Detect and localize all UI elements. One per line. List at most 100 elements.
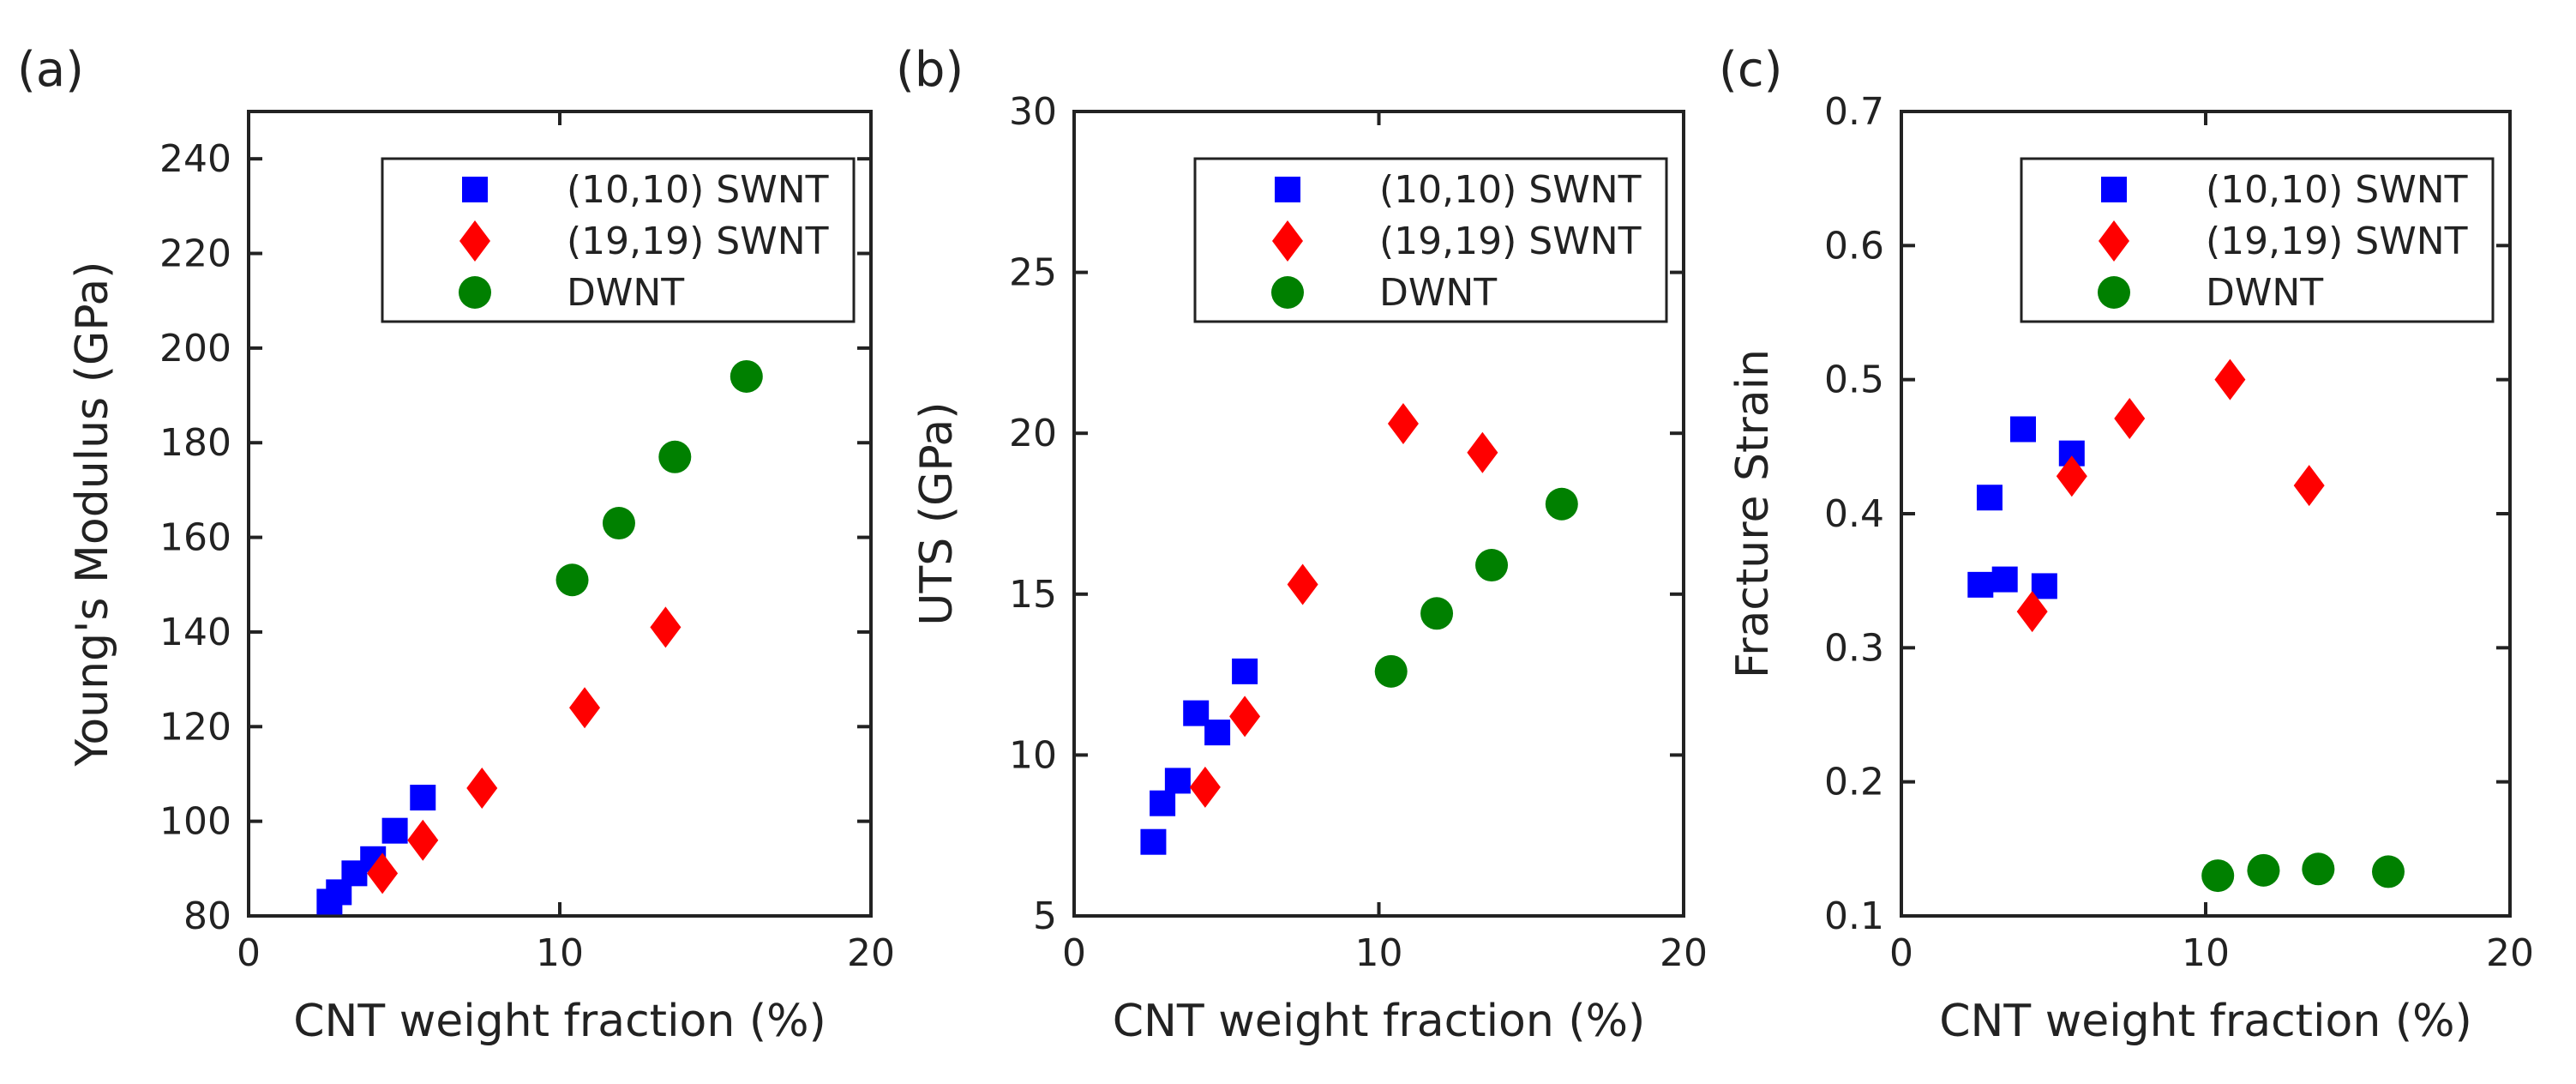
data-point: [367, 852, 399, 894]
y-tick-label: 100: [159, 800, 231, 844]
series-circle: [1374, 487, 1578, 688]
data-point: [2056, 455, 2087, 497]
panel-b: (b) 0 10 20 5 10 15 20 25 30 CNT weight fraction (…: [896, 42, 1708, 1047]
data-point: [1204, 720, 1231, 746]
data-point: [2214, 358, 2246, 400]
data-point: [555, 563, 589, 597]
legend-marker: [1275, 177, 1300, 202]
legend-marker: [1272, 220, 1303, 262]
data-point: [2114, 398, 2146, 440]
legend-marker: [1271, 276, 1304, 309]
legend: (10,10) SWNT (19,19) SWNT DWNT: [2020, 157, 2495, 323]
legend-marker: [459, 220, 490, 262]
data-point: [569, 687, 601, 729]
series-circle: [2201, 852, 2405, 893]
x-axis-label: CNT weight fraction (%): [293, 996, 826, 1047]
data-point: [1475, 549, 1509, 582]
y-tick-label: 220: [159, 232, 231, 276]
series-diamond: [367, 606, 682, 894]
data-point: [1374, 654, 1408, 688]
y-tick-label: 200: [159, 327, 231, 370]
data-point: [1189, 766, 1221, 808]
y-tick-label: 0.5: [1824, 358, 1884, 402]
series-diamond: [2016, 358, 2325, 633]
legend: (10,10) SWNT (19,19) SWNT DWNT: [381, 157, 856, 323]
y-tick-label: 25: [1009, 251, 1057, 295]
y-tick-label: 180: [159, 421, 231, 465]
legend-label: DWNT: [567, 271, 684, 315]
y-tick-label: 0.3: [1824, 626, 1884, 670]
data-point: [1140, 828, 1167, 855]
data-point: [2302, 852, 2335, 886]
legend-label: (10,10) SWNT: [1379, 168, 1642, 212]
legend-marker: [462, 177, 488, 202]
y-tick-label: 0.4: [1824, 492, 1884, 536]
y-tick-label: 10: [1009, 733, 1057, 777]
y-tick-label: 240: [159, 137, 231, 181]
x-tick-label: 10: [1355, 931, 1403, 975]
data-point: [2201, 859, 2235, 893]
x-tick-label: 20: [2486, 931, 2534, 975]
series-diamond: [1189, 402, 1498, 808]
y-tick-label: 5: [1033, 894, 1057, 938]
data-point: [1229, 696, 1261, 738]
data-point: [407, 819, 439, 861]
y-tick-label: 140: [159, 611, 231, 654]
data-point: [1976, 485, 2003, 511]
data-point: [1150, 790, 1176, 816]
y-axis-label: Fracture Strain: [1727, 349, 1779, 678]
data-point: [1387, 402, 1419, 444]
legend-label: (10,10) SWNT: [2206, 168, 2468, 212]
legend-label: (19,19) SWNT: [2206, 220, 2468, 263]
panel-label: (b): [896, 42, 964, 98]
legend-marker: [2101, 177, 2127, 202]
y-axis-label: Young's Modulus (GPa): [67, 262, 118, 768]
data-point: [410, 785, 436, 811]
data-point: [650, 606, 682, 648]
series-square: [1140, 658, 1258, 855]
data-point: [1420, 597, 1454, 630]
legend-label: (10,10) SWNT: [567, 168, 829, 212]
legend-marker: [2099, 220, 2129, 262]
y-tick-label: 120: [159, 705, 231, 749]
y-tick-label: 0.2: [1824, 761, 1884, 804]
data-point: [602, 507, 635, 540]
y-tick-label: 160: [159, 516, 231, 560]
x-axis-label: CNT weight fraction (%): [1113, 996, 1646, 1047]
data-point: [2372, 855, 2405, 888]
x-tick-label: 20: [1660, 931, 1708, 975]
data-point: [2293, 465, 2325, 507]
y-tick-label: 80: [183, 894, 231, 938]
panel-a: (a) 0 10 20 80 100 120 140 160 180 200 220 240 CNT we…: [17, 42, 895, 1047]
legend-label: (19,19) SWNT: [567, 220, 829, 263]
y-tick-label: 0.7: [1824, 90, 1884, 134]
legend-label: DWNT: [1379, 271, 1497, 315]
data-point: [1287, 563, 1318, 605]
data-point: [2031, 573, 2057, 599]
data-point: [658, 440, 692, 473]
y-tick-label: 0.6: [1824, 224, 1884, 268]
data-point: [1164, 768, 1191, 794]
data-point: [1232, 658, 1258, 684]
y-axis-label: UTS (GPa): [911, 401, 963, 625]
data-point: [1545, 487, 1578, 521]
x-tick-label: 20: [847, 931, 895, 975]
x-axis-label: CNT weight fraction (%): [1939, 996, 2472, 1047]
x-tick-label: 10: [536, 931, 584, 975]
panel-c: (c) 0 10 20 0.1 0.2 0.3 0.4 0.5 0.6 0.7 CNT weight …: [1719, 42, 2534, 1047]
data-point: [730, 359, 763, 393]
data-point: [1991, 566, 2018, 593]
data-point: [2010, 416, 2036, 443]
data-point: [1467, 431, 1498, 473]
legend-label: DWNT: [2206, 271, 2323, 315]
panel-label: (a): [17, 42, 84, 98]
x-tick-label: 10: [2182, 931, 2230, 975]
data-point: [1967, 571, 1994, 598]
series-square: [1967, 416, 2085, 599]
legend-label: (19,19) SWNT: [1379, 220, 1642, 263]
data-point: [2247, 853, 2280, 887]
y-tick-label: 30: [1009, 90, 1057, 134]
y-tick-label: 0.1: [1824, 894, 1884, 938]
series-square: [316, 785, 436, 915]
data-point: [466, 768, 498, 810]
